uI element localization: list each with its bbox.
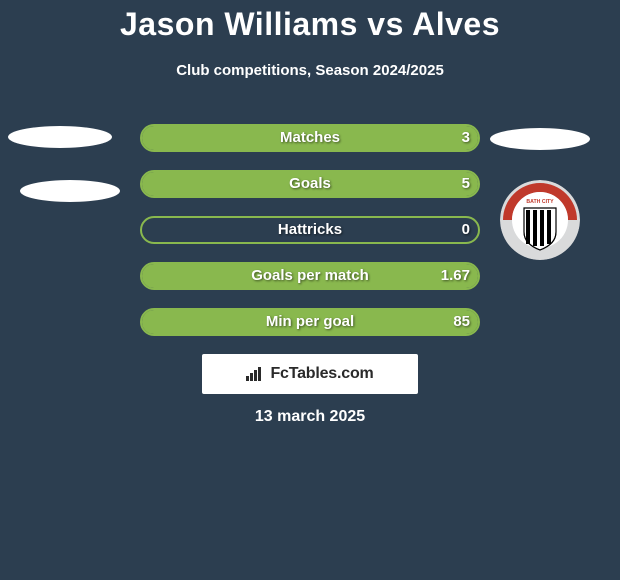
background [0, 0, 620, 580]
club-badge: BATH CITY [500, 180, 580, 260]
stat-label: Goals per match [140, 262, 480, 290]
stat-row: Hattricks0 [140, 216, 480, 244]
page-subtitle: Club competitions, Season 2024/2025 [0, 62, 620, 79]
stat-row: Min per goal85 [140, 308, 480, 336]
club-badge-svg: BATH CITY [500, 180, 580, 260]
stat-right-value: 5 [462, 170, 470, 198]
stat-label: Min per goal [140, 308, 480, 336]
page-title: Jason Williams vs Alves [0, 6, 620, 43]
left-shape-2 [20, 180, 120, 202]
stat-label: Goals [140, 170, 480, 198]
stat-row: Goals5 [140, 170, 480, 198]
stat-right-value: 3 [462, 124, 470, 152]
stat-right-value: 1.67 [441, 262, 470, 290]
brand-label: FcTables.com [270, 365, 373, 383]
stat-row: Matches3 [140, 124, 480, 152]
stat-right-value: 0 [462, 216, 470, 244]
brand-box[interactable]: FcTables.com [202, 354, 418, 394]
stat-right-value: 85 [453, 308, 470, 336]
right-shape-1 [490, 128, 590, 150]
bars-icon [246, 367, 264, 381]
stat-label: Hattricks [140, 216, 480, 244]
stat-row: Goals per match1.67 [140, 262, 480, 290]
left-shape-1 [8, 126, 112, 148]
stat-label: Matches [140, 124, 480, 152]
date-label: 13 march 2025 [0, 408, 620, 426]
svg-text:BATH CITY: BATH CITY [526, 199, 554, 205]
